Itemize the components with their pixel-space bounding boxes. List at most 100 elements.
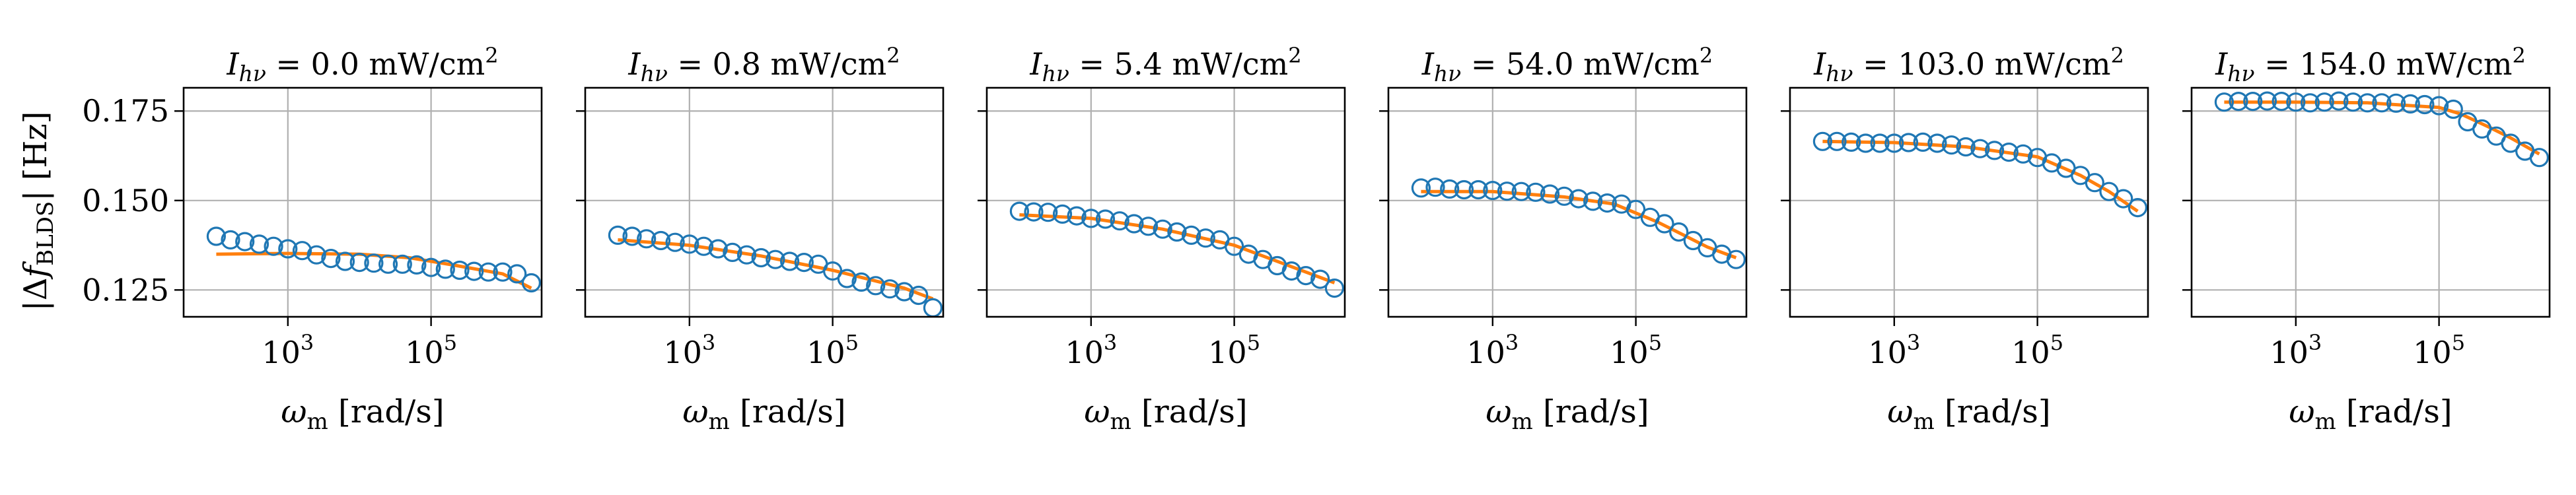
data-point: [2243, 92, 2263, 112]
x-axis-label: ωm [rad/s]: [2289, 393, 2452, 435]
data-point: [1196, 228, 1215, 248]
data-point: [766, 249, 785, 269]
x-axis-label: ωm [rad/s]: [281, 393, 444, 435]
data-point: [1626, 199, 1646, 219]
x-tick-label: 103: [1466, 330, 1519, 370]
data-point: [1124, 214, 1144, 234]
data-point: [608, 225, 628, 245]
data-point: [2386, 93, 2406, 113]
fit-line: [1421, 189, 1737, 259]
y-tick-label: 0.150: [82, 183, 169, 218]
data-point: [1669, 222, 1689, 242]
axes-frame: [1387, 86, 1748, 318]
x-axis-label: ωm [rad/s]: [682, 393, 845, 435]
x-axis-label: ωm [rad/s]: [1485, 393, 1649, 435]
data-point: [1454, 180, 1474, 200]
panel-title: Ihν = 54.0 mW/cm2: [1421, 43, 1713, 86]
data-point: [894, 282, 914, 302]
data-point: [235, 232, 255, 251]
data-point: [1884, 133, 1904, 153]
panel-title: Ihν = 0.0 mW/cm2: [226, 43, 498, 86]
data-point: [292, 241, 312, 261]
data-point: [1655, 214, 1674, 234]
data-point: [264, 236, 283, 256]
data-point: [1898, 133, 1919, 152]
x-tick-label: 105: [1208, 330, 1260, 370]
data-point: [1224, 236, 1244, 256]
panel-title: Ihν = 5.4 mW/cm2: [1029, 43, 1301, 86]
data-point: [2214, 92, 2234, 112]
panel-5: 103 105 Ihν = 103.0 mW/cm2 ωm [rad/s]: [1781, 43, 2149, 435]
data-point: [1310, 269, 1330, 289]
x-tick-label: 105: [2011, 330, 2063, 370]
data-point: [779, 251, 800, 271]
data-point: [923, 298, 943, 317]
x-tick-label: 103: [2270, 330, 2322, 370]
data-point: [306, 245, 326, 265]
data-point: [407, 255, 427, 275]
data-point: [1009, 201, 1030, 221]
data-point: [1999, 143, 2019, 162]
data-point: [1153, 219, 1172, 239]
data-point: [1281, 261, 1301, 281]
data-point: [1167, 222, 1187, 242]
fit-line: [618, 238, 934, 301]
data-point: [2286, 92, 2306, 112]
data-point: [1941, 135, 1962, 155]
data-point: [1324, 279, 1345, 298]
panel-6: 103 105 Ihν = 154.0 mW/cm2 ωm [rad/s]: [2182, 43, 2551, 435]
data-point: [521, 273, 542, 293]
data-point: [1468, 180, 1488, 200]
data-point: [2357, 93, 2377, 113]
panel-title: Ihν = 154.0 mW/cm2: [2215, 43, 2526, 86]
axes-frame: [182, 86, 543, 318]
y-tick-label: 0.175: [82, 93, 169, 129]
data-point: [1411, 178, 1431, 198]
data-point: [1597, 193, 1617, 213]
data-point: [1927, 133, 1947, 153]
data-point: [1540, 184, 1560, 204]
data-point: [736, 245, 757, 265]
data-point: [464, 261, 484, 281]
data-point: [622, 226, 642, 246]
x-tick-label: 103: [663, 330, 715, 370]
data-point: [2529, 148, 2549, 168]
data-point: [680, 234, 699, 254]
data-point: [1052, 204, 1073, 224]
data-point: [794, 253, 814, 273]
panel-title: Ihν = 0.8 mW/cm2: [627, 43, 900, 86]
data-point: [1497, 182, 1517, 201]
data-point: [435, 259, 455, 279]
data-point: [909, 285, 929, 306]
data-point: [665, 232, 685, 252]
data-point: [1138, 216, 1159, 236]
data-point: [1827, 131, 1847, 151]
data-point: [2443, 99, 2463, 119]
data-point: [2128, 198, 2147, 218]
data-point: [349, 253, 369, 273]
data-point: [392, 254, 412, 274]
data-point: [378, 254, 398, 274]
x-tick-label: 103: [1868, 330, 1920, 370]
data-point: [1554, 186, 1574, 206]
data-point: [1526, 182, 1546, 202]
data-point: [507, 264, 527, 284]
data-point: [1425, 178, 1445, 197]
data-point: [1511, 182, 1531, 201]
data-point: [2229, 92, 2248, 112]
panel-title: Ihν = 103.0 mW/cm2: [1813, 43, 2124, 86]
data-point: [478, 262, 498, 282]
x-tick-label: 103: [1065, 330, 1117, 370]
panel-3: 103 105 Ihν = 5.4 mW/cm2 ωm [rad/s]: [978, 43, 1346, 435]
data-point: [1038, 203, 1058, 222]
data-point: [2501, 133, 2521, 153]
data-point: [1956, 137, 1976, 157]
fit-line: [1019, 213, 1336, 284]
data-point: [1870, 133, 1890, 153]
data-point: [1095, 209, 1116, 229]
data-point: [1985, 141, 2005, 160]
axes-frame: [1789, 86, 2149, 318]
data-point: [221, 230, 240, 249]
x-tick-label: 105: [405, 330, 457, 370]
data-point: [1081, 209, 1101, 228]
